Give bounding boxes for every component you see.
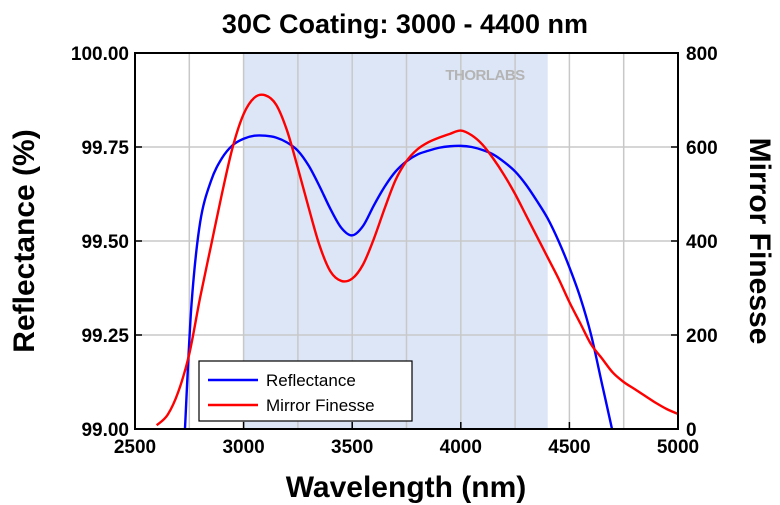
legend-label-mirror-finesse: Mirror Finesse	[266, 396, 375, 415]
grid	[135, 53, 678, 429]
y-right-tick-label: 0	[686, 420, 697, 441]
legend-label-reflectance: Reflectance	[266, 371, 356, 390]
x-tick-label: 5000	[657, 437, 699, 458]
chart-title: 30C Coating: 3000 - 4400 nm	[222, 9, 588, 39]
y-axis-left-title: Reflectance (%)	[8, 129, 41, 352]
x-tick-label: 2500	[114, 437, 156, 458]
series-line-reflectance	[183, 134, 614, 429]
y-right-tick-label: 800	[686, 44, 718, 65]
x-axis-title: Wavelength (nm)	[286, 471, 527, 504]
watermark-logo: THORLABS	[445, 67, 525, 84]
legend-box	[198, 360, 413, 422]
y-axis-right-title: Mirror Finesse	[743, 138, 776, 345]
legend: Reflectance Mirror Finesse	[198, 360, 413, 422]
x-tick-label: 4000	[440, 437, 482, 458]
y-right-tick-label: 600	[686, 138, 718, 159]
y-right-tick-label: 200	[686, 326, 718, 347]
series-line-mirror-finesse	[155, 93, 678, 427]
y-left-tick-label: 99.50	[81, 232, 129, 253]
x-tick-label: 3000	[222, 437, 264, 458]
series-layer	[155, 93, 678, 429]
axis-ticks: 2500 3000 3500 4000 4500 500099.0099.2599.509…	[71, 44, 718, 458]
x-tick-label: 3500	[331, 437, 373, 458]
y-left-tick-label: 99.25	[81, 326, 129, 347]
y-left-tick-label: 100.00	[71, 44, 129, 65]
y-left-tick-label: 99.75	[81, 138, 129, 159]
y-left-tick-label: 99.00	[81, 420, 129, 441]
x-tick-label: 4500	[548, 437, 590, 458]
y-right-tick-label: 400	[686, 232, 718, 253]
